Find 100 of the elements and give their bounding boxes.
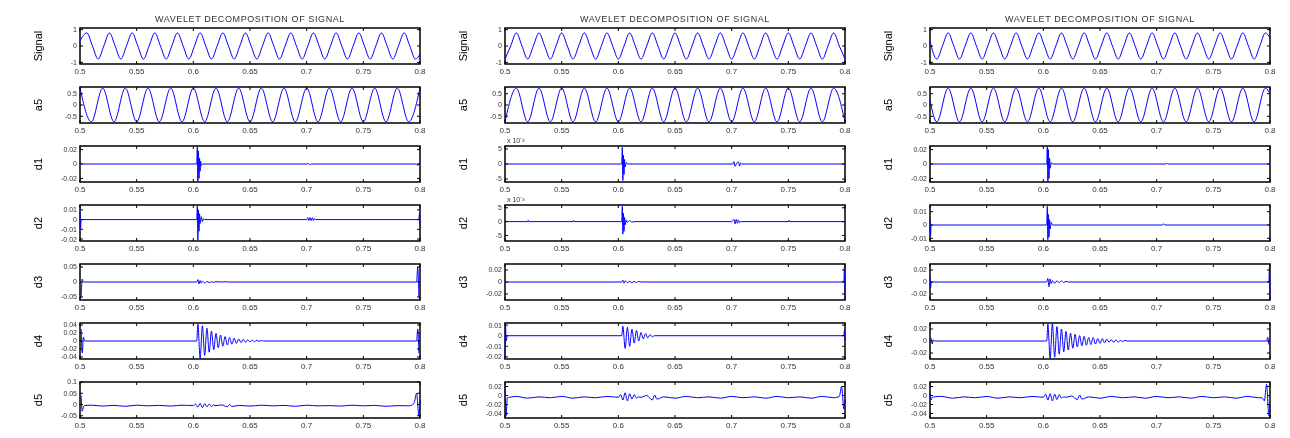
- x-tick-label: 0.55: [553, 303, 570, 312]
- x-tick-label: 0.6: [1037, 362, 1050, 371]
- x-tick-label: 0.6: [612, 185, 625, 194]
- x-tick-label: 0.6: [612, 421, 625, 430]
- x-tick-label: 0.65: [667, 185, 684, 194]
- x-tick-label: 0.7: [726, 67, 738, 76]
- x-tick-label: 0.55: [553, 126, 570, 135]
- x-tick-label: 0.6: [612, 67, 625, 76]
- x-tick-label: 0.8: [414, 126, 427, 135]
- x-tick-label: 0.7: [1151, 67, 1163, 76]
- x-tick-label: 0.8: [414, 362, 427, 371]
- x-tick-label: 0.65: [242, 362, 259, 371]
- line-series: [504, 147, 846, 181]
- x-tick-label: 0.7: [726, 244, 738, 253]
- x-tick-label: 0.75: [780, 126, 797, 135]
- x-tick-label: 0.65: [1092, 67, 1109, 76]
- x-tick-label: 0.55: [978, 362, 995, 371]
- line-series: [80, 266, 420, 298]
- x-tick-label: 0.75: [355, 303, 372, 312]
- line-series: [79, 205, 421, 241]
- x-tick-label: 0.55: [128, 244, 145, 253]
- x-tick-label: 0.6: [612, 303, 625, 312]
- y-axis-title: d2: [32, 216, 44, 230]
- y-axis-title: d1: [457, 157, 469, 171]
- x-tick-label: 0.8: [1264, 362, 1277, 371]
- x-tick-label: 0.7: [301, 185, 313, 194]
- x-tick-label: 0.75: [1205, 67, 1222, 76]
- line-series: [929, 266, 1271, 298]
- x-tick-label: 0.75: [355, 185, 372, 194]
- x-tick-label: 0.75: [780, 244, 797, 253]
- x-tick-label: 0.8: [839, 185, 852, 194]
- y-axis-title: Signal: [32, 30, 44, 62]
- y-axis-title: a5: [32, 98, 44, 112]
- x-tick-label: 0.55: [553, 185, 570, 194]
- x-tick-label: 0.55: [553, 67, 570, 76]
- x-tick-label: 0.6: [1037, 126, 1050, 135]
- x-tick-label: 0.55: [978, 421, 995, 430]
- y-axis-title: d2: [457, 216, 469, 230]
- x-tick-label: 0.6: [612, 126, 625, 135]
- x-tick-label: 0.8: [414, 303, 427, 312]
- chart-title: WAVELET DECOMPOSITION OF SIGNAL: [1005, 14, 1195, 24]
- x-tick-label: 0.6: [187, 244, 200, 253]
- x-tick-label: 0.55: [553, 362, 570, 371]
- line-series: [80, 323, 420, 360]
- line-series: [80, 392, 421, 417]
- x-tick-label: 0.55: [128, 67, 145, 76]
- x-tick-label: 0.75: [1205, 185, 1222, 194]
- x-tick-label: 0.6: [187, 67, 200, 76]
- x-tick-label: 0.8: [1264, 126, 1277, 135]
- x-tick-label: 0.6: [1037, 67, 1050, 76]
- x-tick-label: 0.8: [1264, 67, 1277, 76]
- y-axis-title: a5: [882, 98, 894, 112]
- x-tick-label: 0.75: [355, 421, 372, 430]
- x-tick-label: 0.8: [1264, 185, 1277, 194]
- x-tick-label: 0.75: [780, 185, 797, 194]
- x-tick-label: 0.55: [128, 362, 145, 371]
- x-tick-label: 0.7: [726, 303, 738, 312]
- x-tick-label: 0.6: [187, 421, 200, 430]
- x-tick-label: 0.7: [1151, 421, 1163, 430]
- x-tick-label: 0.8: [839, 67, 852, 76]
- x-tick-label: 0.75: [1205, 362, 1222, 371]
- y-axis-title: d4: [457, 334, 469, 348]
- x-tick-label: 0.75: [780, 421, 797, 430]
- x-tick-label: 0.55: [978, 67, 995, 76]
- x-tick-label: 0.7: [726, 126, 738, 135]
- x-tick-label: 0.65: [242, 67, 259, 76]
- x-tick-label: 0.75: [1205, 126, 1222, 135]
- x-tick-label: 0.7: [301, 303, 313, 312]
- x-tick-label: 0.8: [839, 244, 852, 253]
- x-tick-label: 0.65: [242, 303, 259, 312]
- x-tick-label: 0.75: [355, 126, 372, 135]
- x-tick-label: 0.65: [667, 244, 684, 253]
- line-series: [504, 324, 846, 358]
- y-axis-title: d2: [882, 216, 894, 230]
- x-tick-label: 0.7: [301, 126, 313, 135]
- x-tick-label: 0.65: [1092, 126, 1109, 135]
- y-axis-title: d4: [32, 334, 44, 348]
- x-tick-label: 0.65: [1092, 362, 1109, 371]
- x-tick-label: 0.55: [553, 244, 570, 253]
- y-axis-title: d3: [32, 275, 44, 289]
- line-series: [929, 87, 1271, 123]
- x-tick-label: 0.8: [414, 421, 427, 430]
- x-tick-label: 0.65: [667, 362, 684, 371]
- x-tick-label: 0.55: [553, 421, 570, 430]
- x-tick-label: 0.55: [128, 421, 145, 430]
- x-tick-label: 0.55: [978, 303, 995, 312]
- x-tick-label: 0.8: [839, 303, 852, 312]
- x-tick-label: 0.65: [1092, 303, 1109, 312]
- x-tick-label: 0.7: [1151, 185, 1163, 194]
- line-series: [929, 32, 1271, 60]
- x-tick-label: 0.65: [242, 185, 259, 194]
- y-axis-title: d1: [882, 157, 894, 171]
- y-axis-title: d5: [457, 393, 469, 407]
- x-tick-label: 0.8: [839, 362, 852, 371]
- x-tick-label: 0.8: [839, 126, 852, 135]
- x-tick-label: 0.6: [612, 244, 625, 253]
- x-tick-label: 0.6: [612, 362, 625, 371]
- x-tick-label: 0.7: [726, 185, 738, 194]
- x-tick-label: 0.7: [726, 421, 738, 430]
- y-axis-title: Signal: [882, 30, 894, 62]
